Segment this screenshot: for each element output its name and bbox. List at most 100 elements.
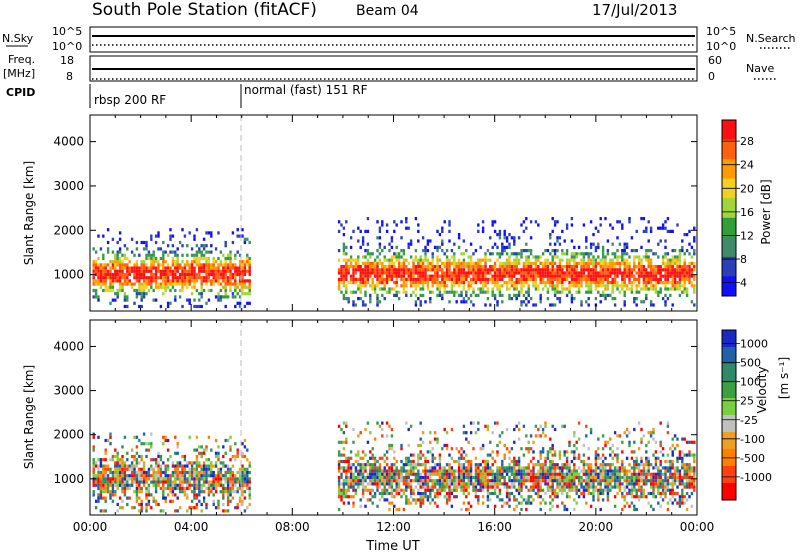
echo-cell [611, 226, 614, 230]
echo-cell [371, 469, 374, 473]
echo-cell [150, 266, 153, 270]
echo-cell [94, 477, 98, 481]
echo-cell [438, 293, 442, 297]
echo-cell [340, 498, 343, 502]
echo-cell [549, 507, 552, 512]
echo-cell [171, 256, 175, 261]
echo-cell [673, 258, 677, 262]
echo-cell [354, 268, 358, 272]
echo-cell [226, 256, 230, 261]
echo-cell [606, 252, 610, 256]
power-echo-cells [92, 217, 696, 309]
echo-cell [546, 472, 550, 476]
echo-cell [654, 277, 658, 281]
echo-cell [522, 300, 526, 304]
echo-cell [176, 253, 179, 257]
echo-cell [515, 498, 518, 502]
echo-cell [613, 252, 617, 256]
echo-cell [431, 482, 434, 486]
echo-cell [594, 249, 598, 253]
echo-cell [484, 290, 487, 294]
echo-cell [188, 279, 191, 283]
echo-cell [345, 495, 348, 499]
echo-cell [621, 469, 624, 473]
echo-cell [604, 488, 607, 492]
echo-cell [106, 272, 110, 277]
echo-cell [186, 260, 189, 264]
echo-cell [114, 263, 117, 267]
echo-cell [376, 303, 379, 307]
echo-cell [342, 242, 346, 246]
echo-cell [527, 258, 530, 262]
echo-cell [510, 459, 514, 464]
echo-cell [142, 276, 146, 280]
echo-cell [174, 477, 177, 481]
echo-cell [407, 268, 410, 272]
echo-cell [176, 263, 179, 267]
echo-cell [529, 495, 533, 499]
echo-cell [508, 255, 511, 259]
echo-cell [659, 475, 662, 480]
echo-cell [361, 472, 365, 476]
echo-cell [104, 509, 107, 513]
echo-cell [226, 266, 230, 270]
echo-cell [102, 266, 105, 270]
echo-cell [414, 284, 418, 288]
echo-cell [104, 448, 107, 452]
echo-cell [683, 268, 686, 272]
echo-cell [594, 281, 598, 285]
echo-cell [597, 466, 600, 470]
echo-cell [515, 271, 518, 275]
echo-cell [577, 245, 581, 249]
echo-cell [347, 300, 350, 304]
echo-cell [97, 477, 100, 481]
echo-cell [565, 277, 569, 281]
echo-cell [652, 427, 655, 432]
echo-cell [510, 482, 514, 486]
echo-cell [676, 268, 679, 272]
echo-cell [426, 261, 430, 265]
echo-cell [649, 277, 653, 281]
echo-cell [352, 495, 355, 499]
echo-cell [467, 271, 470, 275]
echo-cell [352, 427, 355, 432]
echo-cell [217, 454, 220, 459]
echo-cell [534, 287, 538, 291]
echo-cell [659, 274, 662, 278]
echo-cell [246, 256, 249, 261]
echo-cell [381, 488, 384, 492]
echo-cell [558, 450, 562, 454]
echo-cell [200, 509, 203, 513]
echo-cell [97, 298, 100, 302]
echo-cell [599, 271, 602, 275]
echo-cell [369, 456, 372, 460]
echo-cell [630, 287, 634, 291]
echo-cell [532, 475, 535, 480]
echo-cell [378, 491, 382, 496]
echo-cell [613, 303, 617, 307]
echo-cell [147, 502, 151, 507]
echo-cell [611, 268, 614, 272]
echo-cell [640, 300, 643, 304]
echo-cell [683, 287, 686, 291]
echo-cell [426, 268, 430, 272]
echo-cell [226, 438, 230, 443]
echo-cell [169, 237, 172, 241]
echo-cell [171, 490, 175, 494]
echo-cell [467, 501, 470, 505]
echo-cell [200, 486, 203, 491]
echo-cell [118, 282, 122, 286]
echo-cell [597, 498, 600, 502]
echo-cell [186, 480, 189, 484]
y-tick-label: 3000 [53, 179, 84, 193]
echo-cell [431, 456, 434, 460]
echo-cell [647, 431, 650, 435]
echo-cell [162, 509, 165, 513]
echo-cell [229, 256, 232, 261]
echo-cell [340, 472, 343, 476]
echo-cell [147, 493, 151, 497]
echo-cell [611, 271, 614, 275]
echo-cell [515, 504, 518, 508]
echo-cell [417, 284, 420, 288]
echo-cell [231, 454, 235, 459]
